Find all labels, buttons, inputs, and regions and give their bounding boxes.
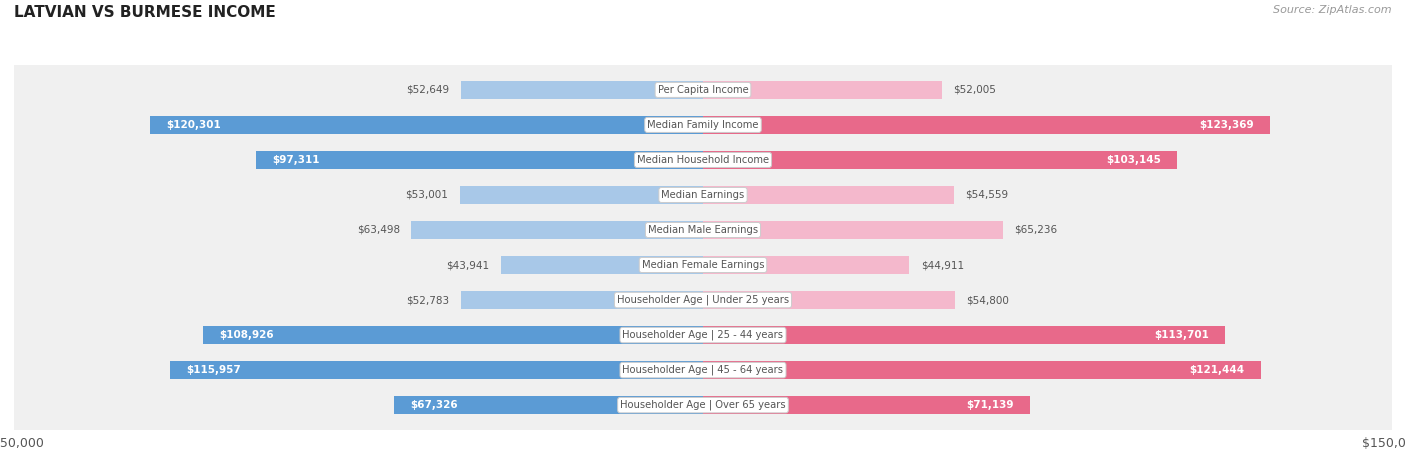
FancyBboxPatch shape (7, 0, 1403, 467)
FancyBboxPatch shape (7, 0, 1403, 467)
Text: $54,559: $54,559 (965, 190, 1008, 200)
FancyBboxPatch shape (4, 0, 1402, 467)
Bar (703, 186, 953, 204)
Text: Per Capita Income: Per Capita Income (658, 85, 748, 95)
Bar (461, 291, 703, 309)
Text: $52,005: $52,005 (953, 85, 997, 95)
Text: $121,444: $121,444 (1189, 365, 1244, 375)
Bar (202, 326, 703, 344)
Text: Median Family Income: Median Family Income (647, 120, 759, 130)
FancyBboxPatch shape (7, 0, 1403, 467)
Bar (170, 361, 703, 379)
FancyBboxPatch shape (4, 0, 1402, 467)
Bar (256, 151, 703, 169)
Text: $65,236: $65,236 (1014, 225, 1057, 235)
FancyBboxPatch shape (7, 0, 1403, 467)
Bar (461, 81, 703, 99)
Text: Householder Age | 25 - 44 years: Householder Age | 25 - 44 years (623, 330, 783, 340)
Legend: Latvian, Burmese: Latvian, Burmese (617, 462, 789, 467)
FancyBboxPatch shape (4, 0, 1402, 467)
FancyBboxPatch shape (4, 0, 1402, 467)
Bar (703, 291, 955, 309)
Bar (501, 256, 703, 274)
Bar (703, 256, 910, 274)
Text: $103,145: $103,145 (1105, 155, 1161, 165)
FancyBboxPatch shape (7, 0, 1403, 467)
FancyBboxPatch shape (4, 0, 1402, 467)
FancyBboxPatch shape (4, 0, 1402, 467)
Bar (394, 396, 703, 414)
Text: Median Earnings: Median Earnings (661, 190, 745, 200)
Bar (703, 326, 1225, 344)
Bar (412, 221, 703, 239)
Text: $108,926: $108,926 (219, 330, 273, 340)
FancyBboxPatch shape (7, 0, 1403, 467)
Text: $44,911: $44,911 (921, 260, 965, 270)
Text: $97,311: $97,311 (273, 155, 319, 165)
FancyBboxPatch shape (7, 0, 1403, 467)
Text: $53,001: $53,001 (405, 190, 449, 200)
Bar (703, 81, 942, 99)
Text: $52,783: $52,783 (406, 295, 449, 305)
Text: $71,139: $71,139 (966, 400, 1014, 410)
Text: Median Female Earnings: Median Female Earnings (641, 260, 765, 270)
Text: Householder Age | Under 25 years: Householder Age | Under 25 years (617, 295, 789, 305)
FancyBboxPatch shape (7, 0, 1403, 467)
FancyBboxPatch shape (4, 0, 1402, 467)
Bar (460, 186, 703, 204)
Text: $123,369: $123,369 (1199, 120, 1254, 130)
Bar (703, 396, 1029, 414)
Text: $52,649: $52,649 (406, 85, 450, 95)
FancyBboxPatch shape (4, 0, 1402, 467)
Text: $67,326: $67,326 (411, 400, 457, 410)
Text: $54,800: $54,800 (966, 295, 1010, 305)
Text: Median Household Income: Median Household Income (637, 155, 769, 165)
Text: $120,301: $120,301 (166, 120, 221, 130)
Text: Source: ZipAtlas.com: Source: ZipAtlas.com (1274, 5, 1392, 14)
Bar (703, 221, 1002, 239)
Bar (150, 116, 703, 134)
FancyBboxPatch shape (7, 0, 1403, 467)
FancyBboxPatch shape (7, 0, 1403, 467)
Text: LATVIAN VS BURMESE INCOME: LATVIAN VS BURMESE INCOME (14, 5, 276, 20)
FancyBboxPatch shape (4, 0, 1402, 467)
Bar (703, 116, 1270, 134)
Text: Householder Age | Over 65 years: Householder Age | Over 65 years (620, 400, 786, 410)
Bar (703, 151, 1177, 169)
Text: $43,941: $43,941 (447, 260, 489, 270)
Text: Householder Age | 45 - 64 years: Householder Age | 45 - 64 years (623, 365, 783, 375)
Text: $63,498: $63,498 (357, 225, 399, 235)
Bar (703, 361, 1261, 379)
Text: $115,957: $115,957 (187, 365, 242, 375)
Text: Median Male Earnings: Median Male Earnings (648, 225, 758, 235)
FancyBboxPatch shape (4, 0, 1402, 467)
Text: $113,701: $113,701 (1154, 330, 1209, 340)
